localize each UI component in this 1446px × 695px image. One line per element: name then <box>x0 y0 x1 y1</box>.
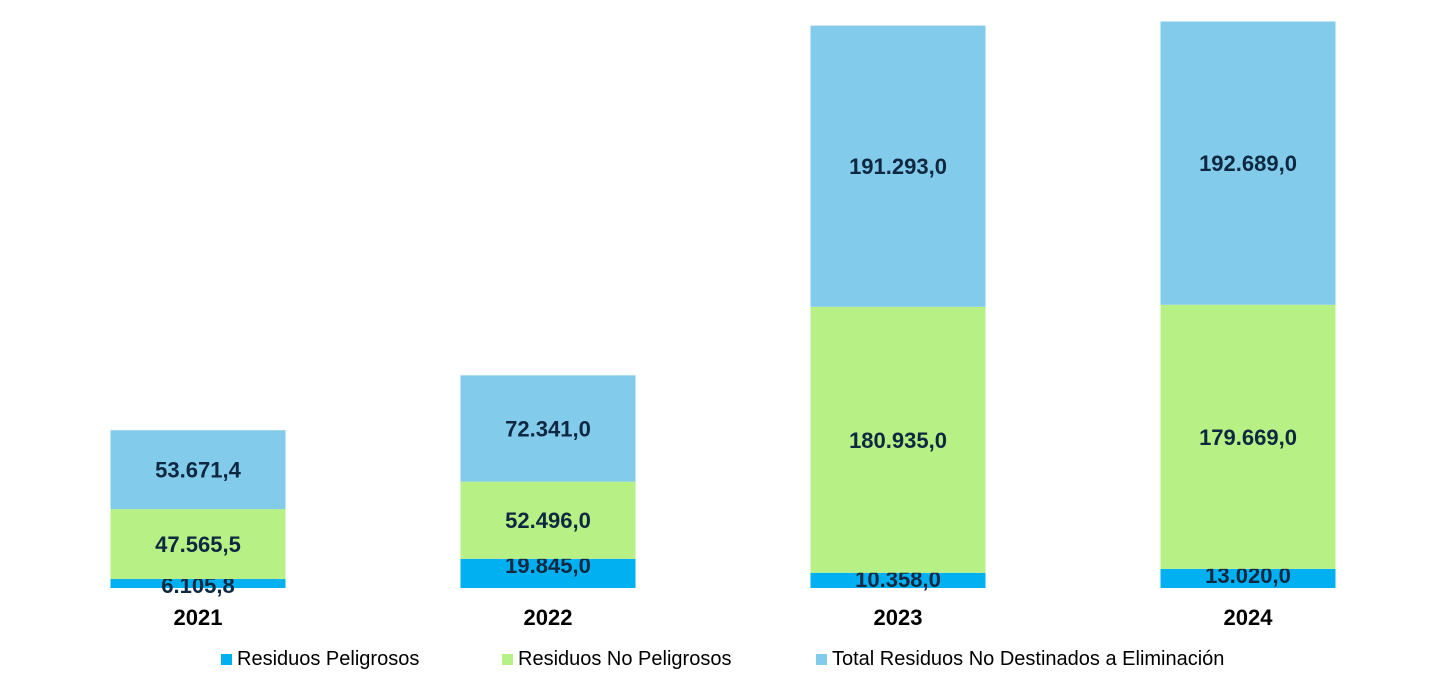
x-tick-label-2023: 2023 <box>874 605 923 630</box>
data-label-2024-s2: 192.689,0 <box>1199 151 1297 176</box>
legend-item-residuos-no-peligrosos: Residuos No Peligrosos <box>502 648 731 671</box>
bar-segment-2021-s2 <box>110 430 286 510</box>
legend-swatch-residuos-peligrosos <box>221 654 232 665</box>
x-tick-label-2024: 2024 <box>1224 605 1274 630</box>
bar-segment-2022-s0 <box>460 558 636 588</box>
data-label-2022-s1: 52.496,0 <box>505 508 591 533</box>
legend-swatch-residuos-no-peligrosos <box>502 654 513 665</box>
data-label-2023-s2: 191.293,0 <box>849 154 947 179</box>
bar-segment-2023-s2 <box>810 25 986 307</box>
x-tick-label-2021: 2021 <box>174 605 223 630</box>
bar-segment-2023-s0 <box>810 572 986 588</box>
legend-swatch-total-residuos <box>816 654 827 665</box>
bar-segment-2024-s1 <box>1160 304 1336 569</box>
bar-segment-2022-s2 <box>460 375 636 482</box>
legend: Residuos Peligrosos Residuos No Peligros… <box>0 648 1446 678</box>
bar-segment-2024-s2 <box>1160 21 1336 305</box>
legend-label-total-residuos: Total Residuos No Destinados a Eliminaci… <box>832 648 1225 670</box>
data-label-2023-s1: 180.935,0 <box>849 428 947 453</box>
legend-label-residuos-no-peligrosos: Residuos No Peligrosos <box>518 648 732 670</box>
x-tick-label-2022: 2022 <box>524 605 573 630</box>
legend-item-residuos-peligrosos: Residuos Peligrosos <box>221 648 419 671</box>
bar-segment-2023-s1 <box>810 306 986 573</box>
data-label-2021-s2: 53.671,4 <box>155 458 241 483</box>
legend-item-total-residuos: Total Residuos No Destinados a Eliminaci… <box>816 648 1224 671</box>
legend-label-residuos-peligrosos: Residuos Peligrosos <box>237 648 420 670</box>
data-label-2022-s2: 72.341,0 <box>505 416 591 441</box>
bar-segment-2021-s0 <box>110 579 286 588</box>
bar-segment-2024-s0 <box>1160 568 1336 588</box>
bar-segment-2022-s1 <box>460 481 636 559</box>
data-label-2024-s1: 179.669,0 <box>1199 425 1297 450</box>
bar-segment-2021-s1 <box>110 509 286 580</box>
data-label-2021-s1: 47.565,5 <box>155 532 241 557</box>
